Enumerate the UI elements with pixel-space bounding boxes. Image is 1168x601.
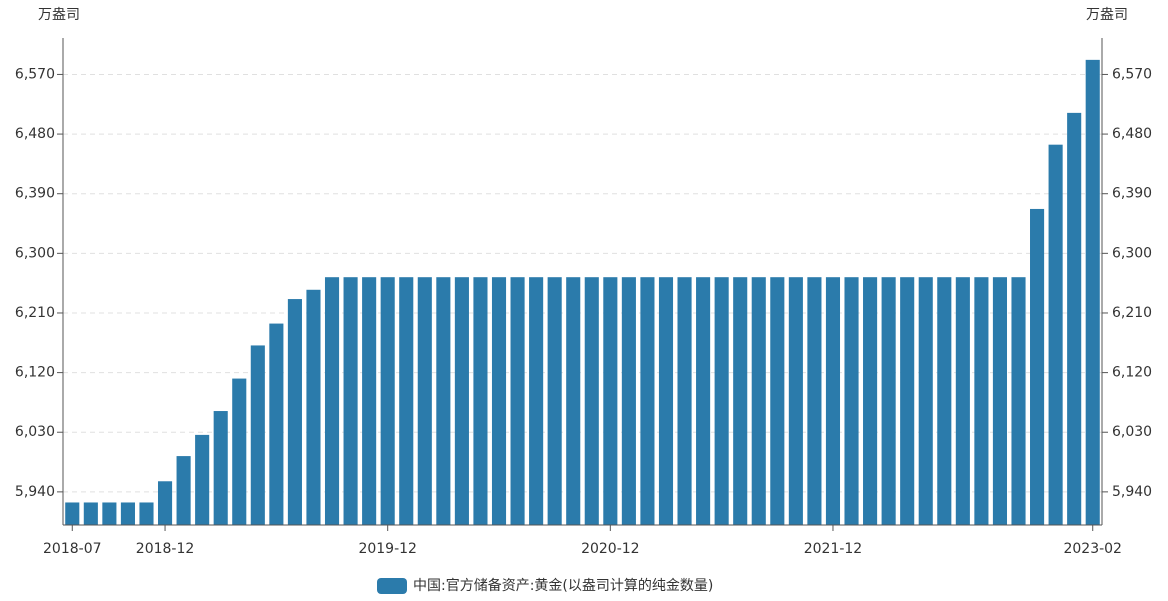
bar [213,411,228,525]
bar [232,378,247,525]
y-tick-label: 6,480 [15,126,55,142]
bar [974,277,989,525]
bar [176,456,191,525]
bar [269,323,284,525]
bar [362,277,377,525]
bar [658,277,674,525]
bar [844,277,859,525]
y2-axis-label: 万盎司 [1086,7,1128,23]
bar [1085,59,1100,526]
y2-tick-label: 6,390 [1112,186,1152,202]
bar [195,434,210,525]
bar [751,277,766,525]
bar [918,277,933,525]
bar [324,277,340,525]
bar [640,277,655,525]
bar [677,277,692,525]
y-tick-label: 6,300 [15,245,55,261]
bar [992,277,1008,525]
y2-tick-label: 6,480 [1112,126,1152,142]
y-axis-label: 万盎司 [38,7,80,23]
bar [491,277,507,525]
bar [306,289,321,525]
bar [825,277,841,525]
y2-tick-label: 6,570 [1112,66,1152,82]
bar [250,345,265,525]
y2-tick-label: 5,940 [1112,484,1152,500]
bar [566,277,581,525]
bar [1048,144,1063,525]
bar [584,277,599,525]
bar [510,277,525,525]
bar [380,277,395,525]
bar [621,277,636,525]
y-tick-label: 6,120 [15,365,55,381]
bar [696,277,711,525]
bar [454,277,469,525]
x-tick-label: 2020-12 [581,541,640,557]
bar [807,277,822,525]
bar [529,277,544,525]
y-tick-label: 5,940 [15,484,55,500]
x-tick-label: 2021-12 [804,541,863,557]
bar [1011,277,1026,525]
bar [120,502,135,525]
bar [473,277,488,525]
bar [65,502,80,525]
x-tick-label: 2018-07 [43,541,102,557]
bar [603,277,618,525]
bar [863,277,878,525]
bar [287,299,302,525]
bar [1030,208,1045,525]
y2-tick-label: 6,120 [1112,365,1152,381]
y-tick-label: 6,210 [15,305,55,321]
bar [399,277,414,525]
legend-swatch [377,578,407,594]
bar [955,277,970,525]
y-tick-label: 6,570 [15,66,55,82]
bar [139,502,154,525]
bar [343,277,358,525]
bar [733,277,748,525]
bar [83,502,98,525]
y-tick-label: 6,390 [15,186,55,202]
y-tick-label: 6,030 [15,424,55,440]
bar [900,277,915,525]
x-tick-label: 2018-12 [136,541,195,557]
bar [770,277,785,525]
legend-label: 中国:官方储备资产:黄金(以盎司计算的纯金数量) [413,577,713,594]
x-tick-label: 2023-02 [1063,541,1122,557]
bar [547,277,562,525]
bar [714,277,729,525]
y2-tick-label: 6,210 [1112,305,1152,321]
x-tick-label: 2019-12 [358,541,417,557]
bar [436,277,451,525]
y2-tick-label: 6,030 [1112,424,1152,440]
bar [881,277,896,525]
bar [788,277,803,525]
bar [102,502,117,525]
bar [417,277,432,525]
bar [937,277,952,525]
y2-tick-label: 6,300 [1112,245,1152,261]
bar [157,481,173,525]
bar [1067,112,1082,526]
